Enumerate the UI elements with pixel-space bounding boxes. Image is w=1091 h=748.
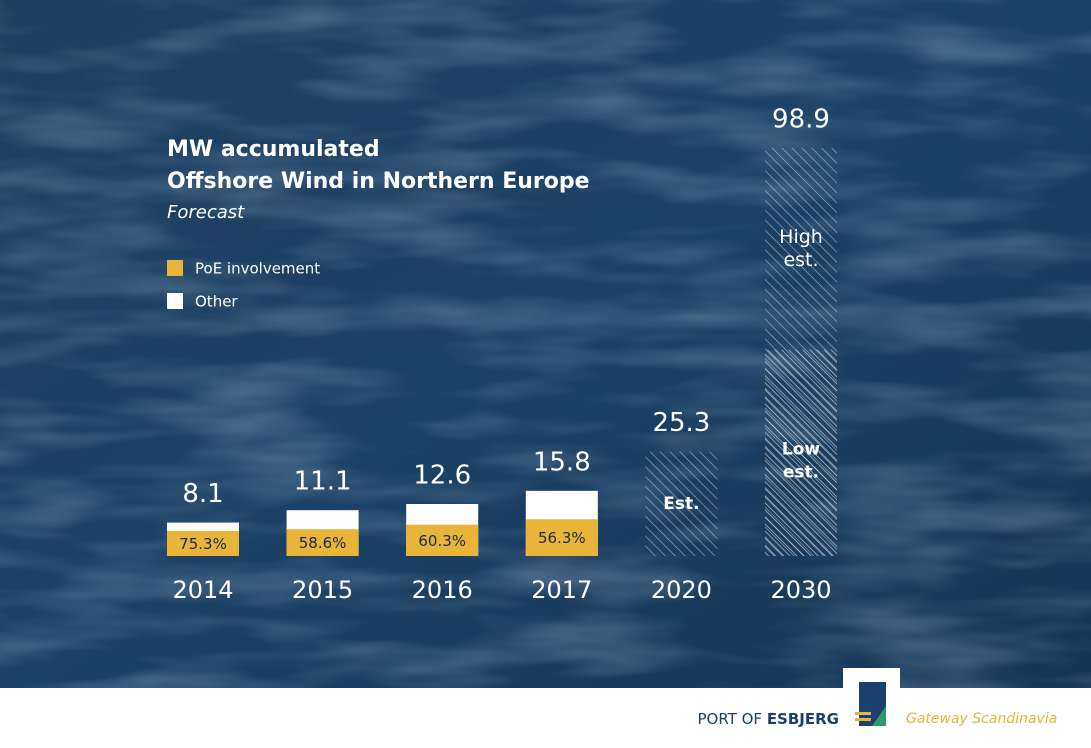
poe-bar (406, 524, 479, 556)
value-label: 12.6 (413, 461, 471, 491)
high-estimate-label: High est. (779, 226, 823, 271)
x-tick-label: 2030 (770, 576, 831, 604)
estimate-label: Est. (663, 494, 699, 514)
wave-texture (0, 0, 1091, 688)
poe-label: 75.3% (179, 535, 227, 553)
logo-mark (872, 706, 886, 726)
logo (843, 668, 900, 748)
brand-prefix: PORT OF (697, 710, 762, 728)
poe-label: 60.3% (418, 532, 466, 550)
tagline: Gateway Scandinavia (906, 711, 1057, 727)
logo-mark (855, 718, 871, 721)
poe-label: 58.6% (299, 534, 347, 552)
brand: PORT OF ESBJERG (697, 710, 839, 728)
x-tick-label: 2017 (531, 576, 592, 604)
value-label: 98.9 (772, 105, 830, 135)
value-label: 25.3 (652, 408, 710, 438)
low-estimate-label: Low est. (782, 440, 821, 483)
value-label: 8.1 (182, 479, 223, 509)
legend-label: Other (195, 293, 238, 311)
estimate-bar (645, 451, 718, 556)
legend-swatch (167, 260, 183, 276)
chart-title: MW accumulated (167, 137, 380, 162)
x-tick-label: 2015 (292, 576, 353, 604)
chart-subtitle: Forecast (167, 202, 245, 223)
brand-name: ESBJERG (767, 710, 839, 728)
legend-label: PoE involvement (195, 260, 320, 278)
poe-bar (167, 530, 239, 556)
footer (0, 688, 1091, 748)
chart-title: Offshore Wind in Northern Europe (167, 169, 590, 194)
legend: PoE involvement Other (167, 260, 320, 311)
poe-bar (525, 519, 598, 556)
value-label: 11.1 (294, 467, 352, 497)
poe-bar (286, 529, 359, 556)
logo-mark (855, 712, 871, 715)
x-tick-label: 2014 (172, 576, 233, 604)
value-label: 15.8 (533, 447, 591, 477)
x-tick-label: 2020 (651, 576, 712, 604)
bars: 8.1 2014 75.3% 11.1 2015 58.6% 12.6 2016 60.3% 15… (167, 105, 837, 604)
poe-label: 56.3% (538, 529, 586, 547)
legend-swatch (167, 293, 183, 309)
x-tick-label: 2016 (412, 576, 473, 604)
low-estimate-bar (765, 349, 837, 556)
